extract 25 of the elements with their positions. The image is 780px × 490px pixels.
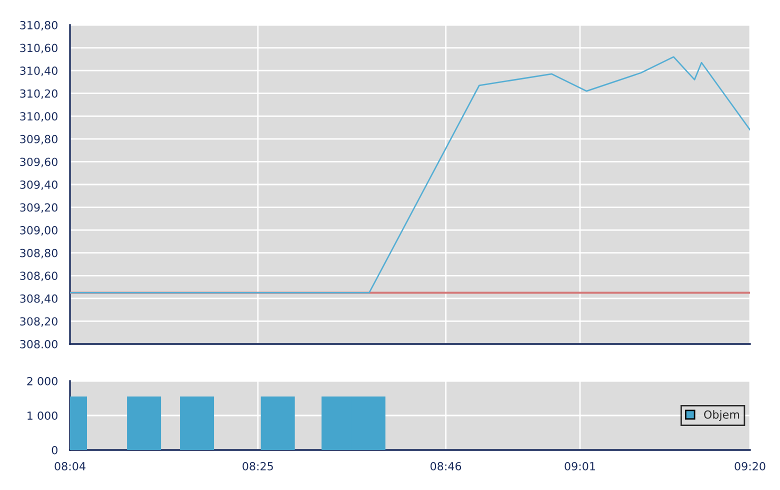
y-tick-label: 308,80	[20, 248, 58, 258]
y-tick-label: 309,20	[20, 203, 58, 213]
x-tick-label: 09:01	[564, 462, 595, 470]
y-tick-label: 1 000	[28, 411, 58, 420]
y-tick-label: 310,00	[20, 112, 58, 122]
y-tick-label: 308.00	[20, 340, 58, 348]
y-tick-label: 310,40	[20, 66, 58, 76]
y-tick-label: 309,80	[20, 134, 58, 144]
y-tick-label: 309,00	[20, 226, 58, 236]
y-tick-label: 310,80	[20, 20, 58, 31]
y-tick-label: 309,60	[20, 158, 58, 168]
y-tick-label: 310,20	[20, 89, 58, 99]
x-tick-label: 08:46	[430, 462, 462, 470]
y-tick-label: 0	[52, 446, 58, 454]
y-tick-label: 308,40	[20, 294, 58, 304]
x-tick-label: 09:20	[734, 462, 766, 470]
legend-label: Objem	[704, 410, 740, 421]
x-tick-label: 08:04	[54, 462, 86, 470]
y-tick-label: 309,40	[20, 180, 58, 190]
y-tick-label: 2 000	[27, 376, 58, 386]
y-tick-label: 310,60	[20, 44, 58, 54]
y-tick-label: 308,60	[20, 272, 58, 282]
line-series	[70, 56, 750, 294]
x-tick-label: 08:25	[242, 462, 273, 470]
y-tick-label: 308,20	[20, 317, 58, 327]
